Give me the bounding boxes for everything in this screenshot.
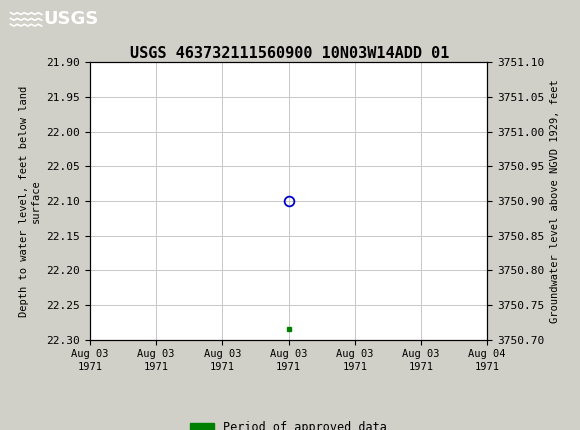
Text: USGS: USGS: [44, 10, 99, 28]
Y-axis label: Depth to water level, feet below land
surface: Depth to water level, feet below land su…: [19, 86, 41, 316]
Y-axis label: Groundwater level above NGVD 1929, feet: Groundwater level above NGVD 1929, feet: [550, 79, 560, 323]
Legend: Period of approved data: Period of approved data: [186, 417, 392, 430]
Text: USGS 463732111560900 10N03W14ADD 01: USGS 463732111560900 10N03W14ADD 01: [130, 46, 450, 61]
